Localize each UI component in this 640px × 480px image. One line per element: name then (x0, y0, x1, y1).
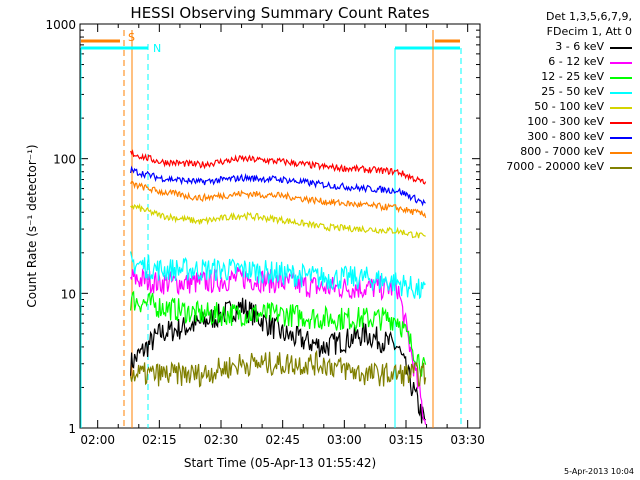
series-line-8 (130, 349, 427, 388)
x-tick-label: 02:15 (142, 433, 177, 447)
legend-entry-label: 3 - 6 keV (555, 40, 604, 53)
series-line-4 (130, 202, 426, 239)
legend-entry-label: 6 - 12 keV (548, 55, 604, 68)
series-line-5 (130, 149, 427, 185)
series-line-3 (130, 251, 426, 300)
x-tick-label: 02:45 (265, 433, 300, 447)
legend-entry-label: 12 - 25 keV (541, 70, 604, 83)
y-tick-label: 10 (61, 287, 76, 301)
night-flag-label: N (153, 42, 161, 55)
series-line-7 (130, 180, 427, 218)
legend-swatch (610, 77, 632, 79)
legend-swatch (610, 152, 632, 154)
legend-swatch (610, 92, 632, 94)
chart-title: HESSI Observing Summary Count Rates (130, 4, 429, 22)
legend-entry-label: 7000 - 20000 keV (506, 160, 604, 173)
saa-flag-label: S (128, 31, 135, 44)
legend-header-line-1: Det 1,3,5,6,7,9, (545, 10, 632, 23)
legend-swatch (610, 167, 632, 169)
x-tick-label: 02:00 (80, 433, 115, 447)
legend-swatch (610, 122, 632, 124)
x-tick-label: 02:30 (204, 433, 239, 447)
legend-entry-label: 100 - 300 keV (527, 115, 604, 128)
legend-entry-label: 25 - 50 keV (541, 85, 604, 98)
series-line-1 (130, 266, 427, 425)
series-line-6 (130, 165, 426, 207)
x-tick-label: 03:30 (450, 433, 485, 447)
legend-entry-label: 300 - 800 keV (527, 130, 604, 143)
plot-frame (79, 23, 481, 429)
series-line-2 (130, 290, 427, 378)
y-axis-label: Count Rate (s⁻¹ detector⁻¹) (25, 144, 39, 307)
legend-swatch (610, 137, 632, 139)
legend-header-line-2: FDecim 1, Att 0 (546, 25, 632, 38)
legend-entry-label: 800 - 7000 keV (520, 145, 604, 158)
x-axis-label: Start Time (05-Apr-13 01:55:42) (184, 456, 376, 470)
series-line-0 (130, 297, 427, 424)
x-tick-label: 03:00 (327, 433, 362, 447)
timestamp: 5-Apr-2013 10:04 (564, 467, 634, 476)
x-tick-label: 03:15 (389, 433, 424, 447)
y-tick-label: 100 (53, 153, 76, 167)
legend-entry-label: 50 - 100 keV (534, 100, 604, 113)
legend-swatch (610, 62, 632, 64)
legend-swatch (610, 107, 632, 109)
y-tick-label: 1000 (45, 18, 76, 32)
y-tick-label: 1 (68, 422, 76, 436)
legend-swatch (610, 47, 632, 49)
